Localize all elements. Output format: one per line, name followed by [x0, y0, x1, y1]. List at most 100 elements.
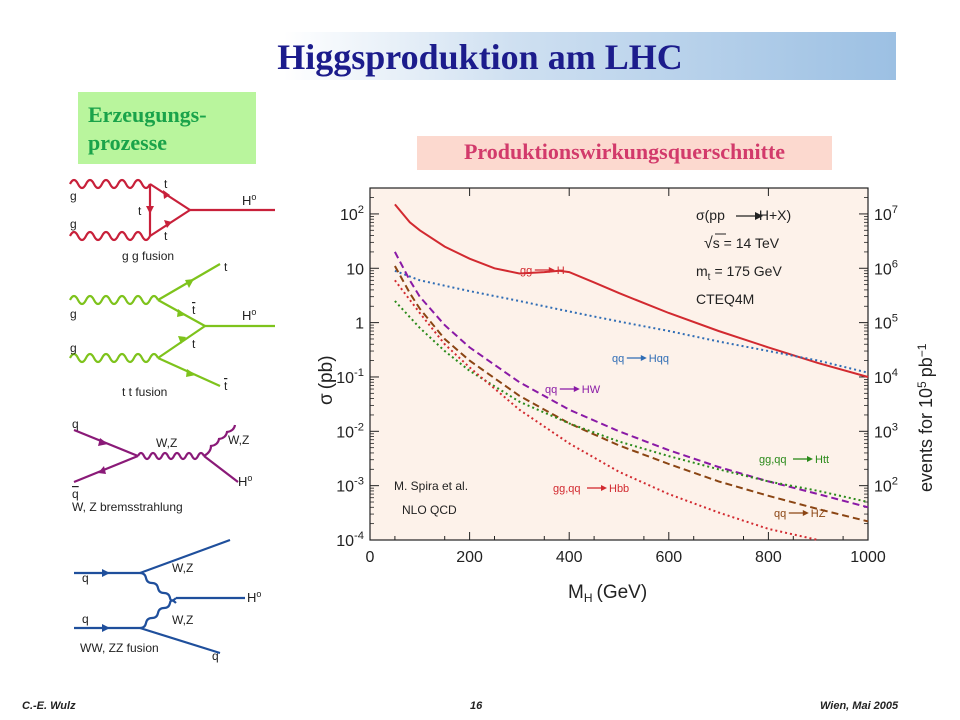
brems-higgs-line — [203, 455, 239, 483]
y-tick-label: 10-1 — [336, 367, 364, 387]
series-line-1 — [394, 269, 869, 374]
brems-arrows — [98, 438, 108, 474]
series-label-arrowhead — [601, 485, 607, 491]
y-tick-label: 106 — [874, 258, 898, 278]
series-label-arrowhead — [802, 510, 809, 516]
y-tick-label: 105 — [874, 313, 898, 333]
footer-author: C.-E. Wulz — [22, 700, 76, 712]
series-label-arrowhead — [548, 267, 555, 273]
ggfusion-higgs-label: Ho — [242, 192, 256, 208]
brems-wz-out — [203, 424, 237, 457]
x-tick-label: 0 — [366, 549, 375, 566]
vbf-wz-upper-label: W,Z — [172, 561, 193, 575]
series-line-4 — [394, 300, 869, 503]
series-label-0: gg H — [520, 265, 565, 277]
x-tick-label: 400 — [556, 549, 583, 566]
x-axis-title: MH (GeV) — [568, 582, 647, 605]
ttfusion-higgs-label: Ho — [242, 307, 256, 323]
ttfusion-g-top: g — [70, 307, 77, 321]
series-label-arrowhead — [640, 355, 647, 361]
vbf-wz-upper — [139, 571, 177, 602]
y-tick-label: 102 — [340, 204, 364, 224]
y-tick-label: 1 — [355, 316, 364, 333]
brems-q: q — [72, 417, 79, 431]
series-label-right: H — [557, 265, 565, 277]
y-tick-label: 10 — [346, 261, 364, 278]
brems-wz-prop-label: W,Z — [156, 436, 177, 450]
ttfusion-arrows — [177, 279, 196, 377]
info-pdf: CTEQ4M — [696, 291, 754, 307]
ggfusion-t-upper: t — [164, 177, 168, 191]
cross-sections-box: Produktionswirkungsquerschnitte — [417, 136, 832, 170]
x-tick-label: 800 — [755, 549, 782, 566]
vbf-q-out: q — [212, 649, 219, 663]
feynman-diagrams: g g t t t Ho g g fusion g g t t t t Ho t… — [69, 177, 275, 663]
series-label-left: qq — [612, 353, 624, 365]
series-label-3: qq HZ — [774, 508, 826, 520]
cross-section-chart: 0 200 400 600 800 1000 102 10 1 10-1 10-2 10-3 10-4 1… — [316, 187, 936, 605]
series-label-right: HZ — [811, 508, 826, 520]
series-labels: gg Hqq Hqq qq HW qq HZ gg,qq Htt gg,qq Hbb — [520, 265, 829, 520]
y-tick-label: 10-3 — [336, 476, 364, 496]
ttfusion-gluon-bottom — [69, 352, 159, 364]
ttfusion-tbar-upper: t — [192, 303, 196, 317]
title-band — [200, 32, 896, 80]
ttfusion-gluon-top — [69, 294, 159, 306]
ggfusion-g-top: g — [70, 189, 77, 203]
vbf-caption: WW, ZZ fusion — [80, 641, 159, 655]
credit-block: M. Spira et al. NLO QCD — [394, 479, 468, 517]
vbf-q-bottom: q — [82, 612, 89, 626]
brems-qbar: q — [72, 487, 79, 501]
ttfusion-diagram — [69, 263, 275, 388]
brems-higgs-label: Ho — [238, 473, 252, 489]
y-tick-label: 104 — [874, 367, 898, 387]
ggfusion-t-lower: t — [164, 229, 168, 243]
footer-place-date: Wien, Mai 2005 — [820, 700, 899, 712]
brems-wz-out-label: W,Z — [228, 433, 249, 447]
ttfusion-tbar-out: t — [224, 379, 228, 393]
ggfusion-gluon-top — [69, 178, 151, 190]
slide-title: Higgsproduktion am LHC — [277, 37, 683, 77]
series-line-0 — [394, 203, 869, 378]
series-label-1: qq Hqq — [612, 353, 669, 365]
footer-page-number: 16 — [470, 700, 483, 712]
ggfusion-t-mid: t — [138, 204, 142, 218]
processes-box-line-2: prozesse — [88, 130, 168, 155]
series-label-left: gg,qq — [759, 454, 787, 466]
x-tick-label: 1000 — [850, 549, 886, 566]
y-tick-label: 107 — [874, 204, 898, 224]
vbf-q-top-out — [139, 538, 231, 575]
brems-qbar-line — [73, 454, 139, 484]
vbf-diagram — [74, 538, 245, 655]
series-label-5: gg,qq Hbb — [553, 483, 629, 495]
y-tick-label: 10-2 — [336, 421, 364, 441]
credit-line-1: M. Spira et al. — [394, 479, 468, 493]
series-line-2 — [394, 251, 869, 509]
ggfusion-gluon-bottom — [69, 230, 151, 242]
series-label-right: HW — [582, 384, 601, 396]
info-mt: mt = 175 GeV — [696, 263, 782, 283]
ggfusion-arrows — [146, 190, 172, 228]
y-tick-label: 10-4 — [336, 530, 364, 550]
cross-sections-box-label: Produktionswirkungsquerschnitte — [463, 139, 786, 164]
brems-wz-propagator — [137, 451, 205, 461]
vbf-wz-lower — [139, 599, 177, 630]
ttfusion-caption: t t fusion — [122, 385, 167, 399]
series-line-5 — [394, 279, 819, 541]
processes-box-line-1: Erzeugungs- — [88, 102, 207, 127]
ttfusion-t-out-top: t — [224, 260, 228, 274]
series-group — [394, 203, 869, 541]
vbf-higgs-label: Ho — [247, 589, 261, 605]
series-label-2: qq HW — [545, 384, 601, 396]
info-process: σ(pp H+X) — [696, 207, 791, 223]
series-label-right: Htt — [815, 454, 829, 466]
series-label-arrowhead — [807, 456, 813, 462]
vbf-wz-lower-label: W,Z — [172, 613, 193, 627]
y-tick-label: 103 — [874, 421, 898, 441]
y-tick-label: 102 — [874, 476, 898, 496]
ttfusion-g-bottom: g — [70, 341, 77, 355]
y-axis-title-left: σ(pb) — [316, 355, 337, 405]
ggfusion-top-loop-upper — [149, 183, 191, 211]
series-label-arrowhead — [573, 386, 580, 392]
series-line-3 — [394, 265, 869, 523]
